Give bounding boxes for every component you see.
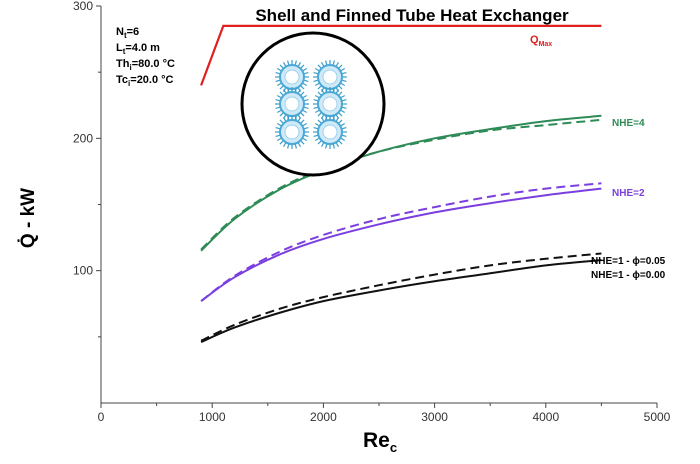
series-labels: NHE=4 NHE=2 NHE=1 - ϕ=0.05 NHE=1 - ϕ=0.00 (591, 118, 666, 281)
series-label-5: NHE=1 - ϕ=0.00 (591, 270, 666, 281)
chart-title: Shell and Finned Tube Heat Exchanger (255, 6, 569, 25)
param-lt: Lt=4.0 m (116, 42, 160, 56)
y-axis-label: Q̇ - kW (17, 188, 39, 248)
y-axis-ticks: 100 200 300 (73, 0, 101, 338)
series-line-2 (200, 187, 602, 302)
finned-tube-icon (313, 115, 347, 149)
x-tick-label: 0 (98, 410, 105, 424)
x-tick-label: 2000 (310, 410, 337, 424)
series-line-5 (200, 259, 602, 344)
param-nt: Nt=6 (116, 26, 139, 40)
parameters-box: Nt=6 Lt=4.0 m Thi=80.0 °C Tci=20.0 °C (116, 26, 175, 88)
param-tci: Tci=20.0 °C (116, 74, 174, 88)
y-tick-label: 100 (73, 264, 93, 278)
finned-tube-icon (275, 60, 309, 94)
y-tick-label: 200 (73, 131, 93, 145)
x-tick-label: 3000 (421, 410, 448, 424)
series-label-2: NHE=2 (612, 188, 645, 199)
finned-tube-icon (313, 87, 347, 121)
param-thi: Thi=80.0 °C (116, 58, 175, 72)
series-line-3 (200, 182, 602, 302)
x-axis-ticks: 0 1000 2000 3000 4000 5000 (98, 403, 671, 424)
finned-tube-icon (313, 60, 347, 94)
series-label-4: NHE=1 - ϕ=0.05 (591, 256, 666, 267)
series-line-4 (200, 252, 602, 342)
qmax-line (200, 24, 602, 86)
x-tick-label: 5000 (644, 410, 671, 424)
x-axis-label: Rec (363, 429, 397, 455)
series-label-0: NHE=4 (612, 118, 645, 129)
finned-tube-icon (275, 115, 309, 149)
series-layer (200, 24, 602, 344)
tube-bundle-illustration (240, 31, 386, 177)
series-line-1 (200, 118, 602, 251)
x-tick-label: 1000 (199, 410, 226, 424)
series-line-0 (200, 114, 602, 252)
x-tick-label: 4000 (532, 410, 559, 424)
qmax-label: QMax (530, 34, 552, 48)
y-tick-label: 300 (73, 0, 93, 13)
plot-frame (100, 6, 657, 404)
